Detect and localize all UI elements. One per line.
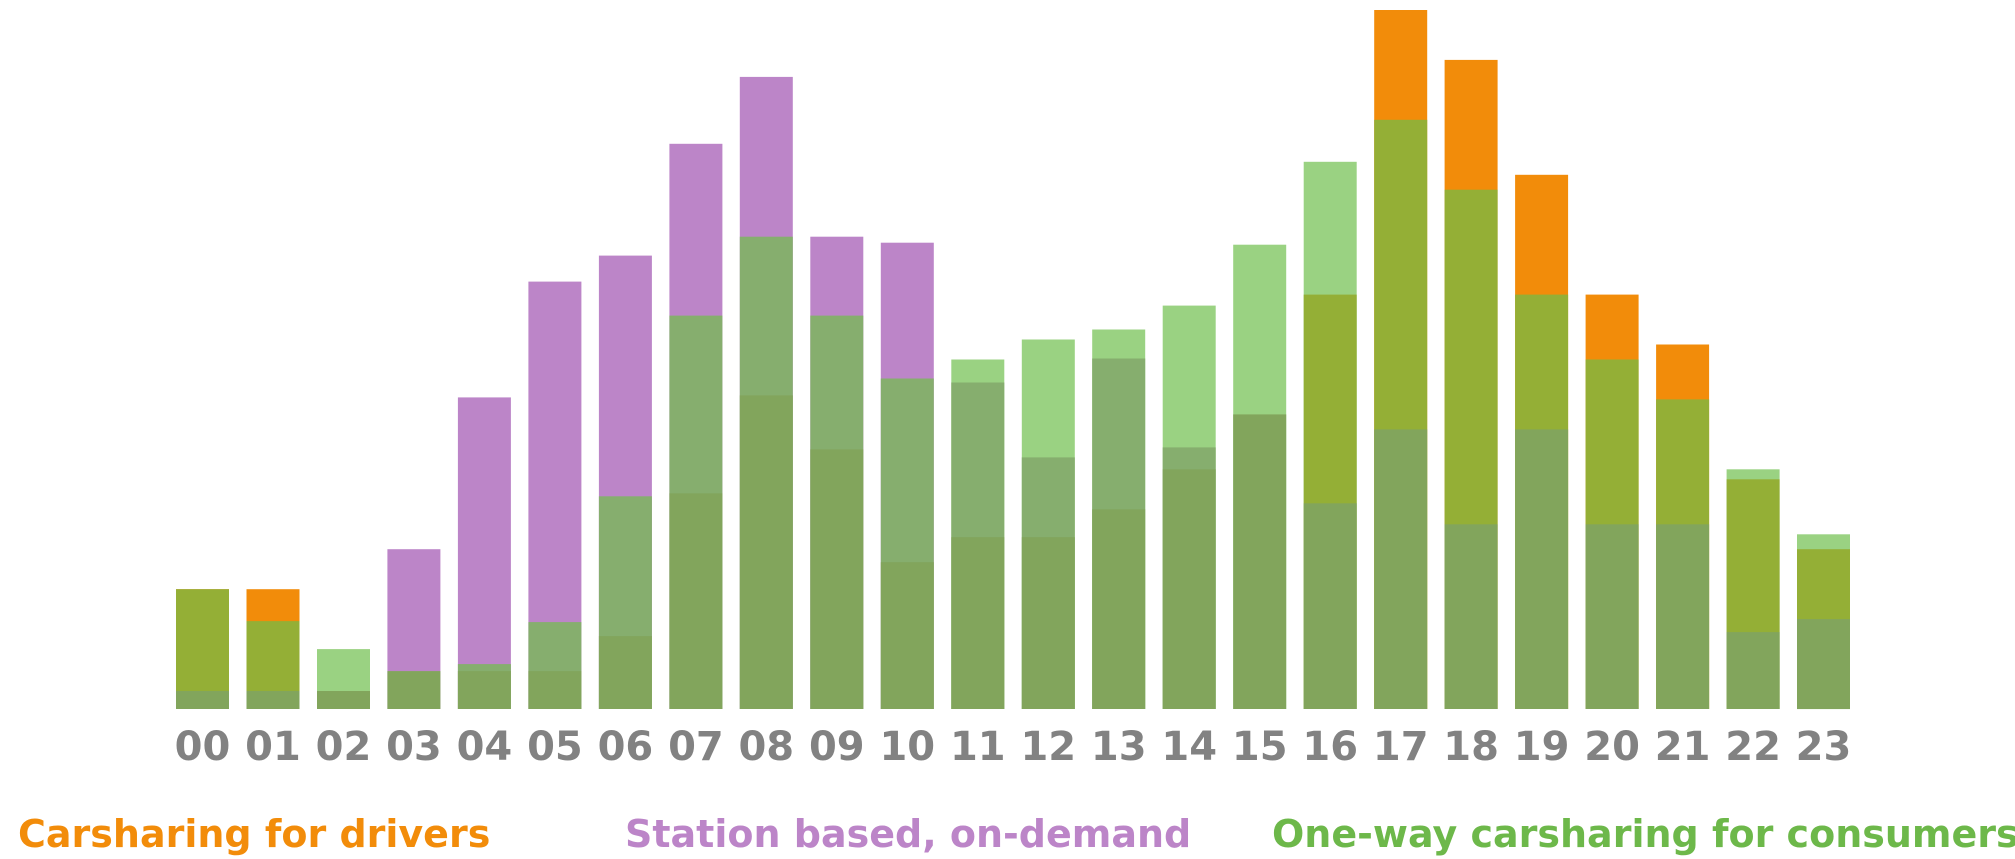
x-tick-16: 16 — [1302, 724, 1358, 770]
bar-01-layer-5 — [246, 691, 300, 709]
x-tick-05: 05 — [527, 724, 583, 770]
x-tick-21: 21 — [1655, 724, 1711, 770]
x-tick-12: 12 — [1020, 724, 1076, 770]
x-tick-00: 00 — [175, 724, 231, 770]
bar-03-layer-5 — [387, 671, 441, 709]
x-tick-07: 07 — [668, 724, 724, 770]
bar-19-layer-5 — [1515, 429, 1569, 709]
bar-22-layer-5 — [1726, 632, 1780, 709]
legend-item-station-based: Station based, on-demand — [625, 812, 1192, 856]
bar-17-layer-5 — [1374, 429, 1428, 709]
bar-20-layer-5 — [1585, 524, 1639, 709]
legend-item-one-way: One-way carsharing for consumers — [1272, 812, 2015, 856]
x-tick-labels: 00 01 02 03 04 05 06 07 08 09 10 11 12 13 14 15 16 17 18 19… — [175, 724, 1852, 770]
x-tick-09: 09 — [809, 724, 865, 770]
bar-06-layer-5 — [598, 636, 652, 709]
bar-13-layer-5 — [1092, 509, 1146, 709]
bar-16-layer-5 — [1303, 503, 1357, 709]
x-tick-17: 17 — [1373, 724, 1429, 770]
bars-layer — [176, 10, 1850, 710]
x-tick-04: 04 — [457, 724, 513, 770]
x-tick-18: 18 — [1443, 724, 1499, 770]
bar-00-layer-3 — [176, 589, 229, 709]
bar-08-layer-5 — [739, 395, 793, 709]
x-tick-14: 14 — [1161, 724, 1217, 770]
x-tick-20: 20 — [1584, 724, 1640, 770]
bar-15-layer-5 — [1233, 414, 1287, 709]
x-tick-01: 01 — [245, 724, 301, 770]
bar-10-layer-5 — [880, 562, 934, 709]
bar-23-layer-5 — [1797, 619, 1850, 709]
x-tick-13: 13 — [1091, 724, 1147, 770]
legend-item-drivers: Carsharing for drivers — [18, 812, 491, 856]
x-tick-02: 02 — [316, 724, 372, 770]
bar-18-layer-5 — [1444, 524, 1498, 709]
bar-05-layer-5 — [528, 671, 582, 709]
x-tick-15: 15 — [1232, 724, 1288, 770]
bar-11-layer-5 — [951, 537, 1005, 709]
bar-09-layer-5 — [810, 449, 864, 709]
x-tick-23: 23 — [1796, 724, 1852, 770]
x-tick-03: 03 — [386, 724, 442, 770]
x-tick-08: 08 — [738, 724, 794, 770]
bar-14-layer-5 — [1162, 469, 1216, 709]
x-tick-10: 10 — [879, 724, 935, 770]
bar-04-layer-1 — [457, 397, 511, 709]
bar-02-layer-5 — [317, 691, 370, 709]
x-tick-11: 11 — [950, 724, 1006, 770]
x-tick-19: 19 — [1514, 724, 1570, 770]
bar-12-layer-5 — [1021, 537, 1075, 709]
bar-04-layer-5 — [457, 671, 511, 709]
x-tick-06: 06 — [598, 724, 654, 770]
bar-00-layer-5 — [176, 691, 229, 709]
bar-07-layer-5 — [669, 493, 723, 709]
x-tick-22: 22 — [1725, 724, 1781, 770]
bar-21-layer-5 — [1656, 524, 1710, 709]
